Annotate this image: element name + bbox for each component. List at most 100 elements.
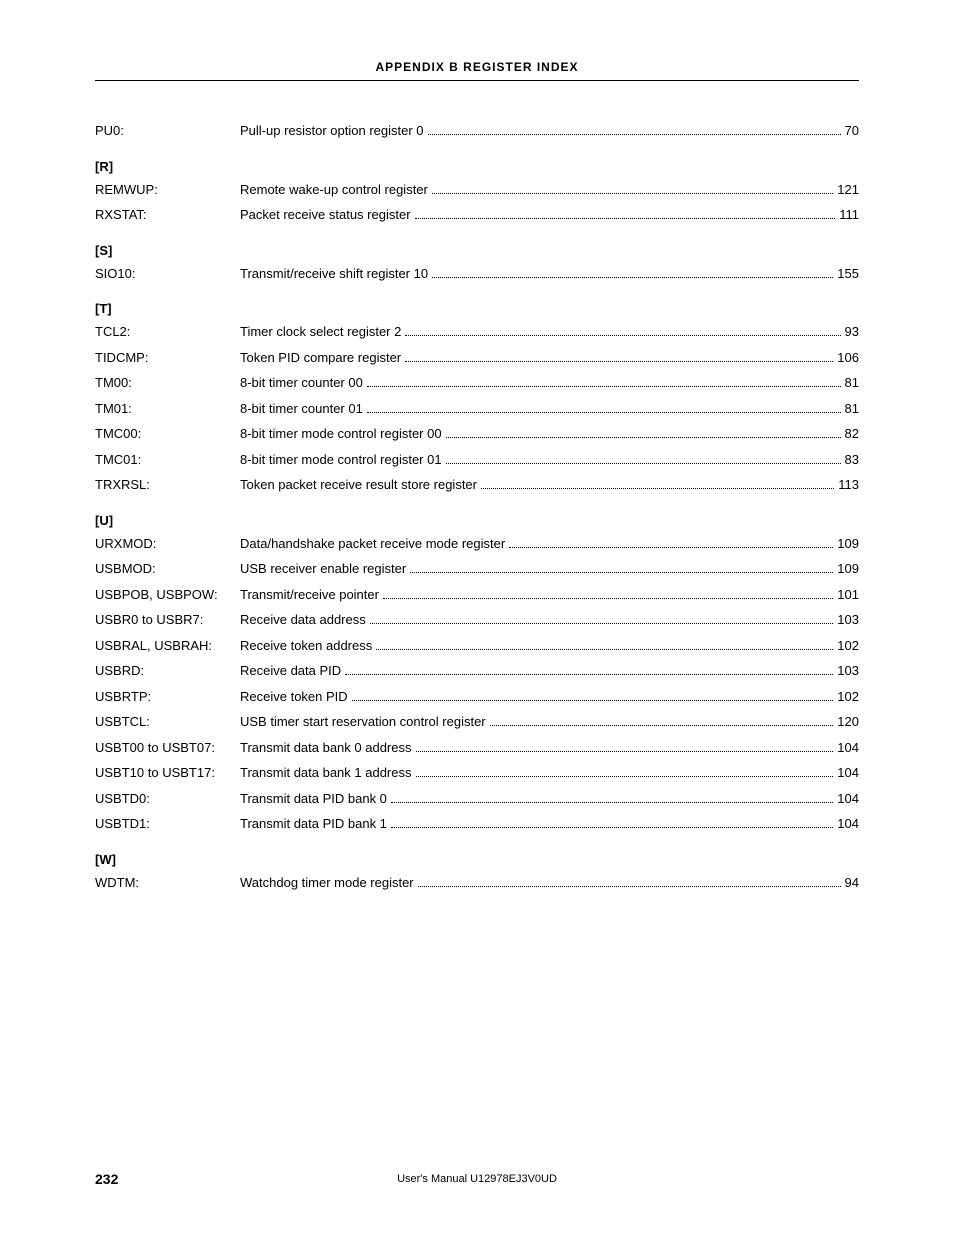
leader-dots xyxy=(352,700,834,701)
register-description: Watchdog timer mode register xyxy=(240,873,414,893)
leader-dots xyxy=(416,751,834,752)
index-row: TM01:8-bit timer counter 0181 xyxy=(95,399,859,419)
register-label: USBRTP: xyxy=(95,687,240,707)
page-number: 232 xyxy=(95,1171,240,1187)
index-row: USBRAL, USBRAH:Receive token address 102 xyxy=(95,636,859,656)
leader-dots xyxy=(405,335,840,336)
register-label: USBT10 to USBT17: xyxy=(95,763,240,783)
register-label: USBT00 to USBT07: xyxy=(95,738,240,758)
register-label: TMC01: xyxy=(95,450,240,470)
section-letter: [W] xyxy=(95,852,859,867)
leader-dots xyxy=(345,674,833,675)
page-reference: 93 xyxy=(845,322,859,342)
leader-dots xyxy=(367,386,841,387)
register-label: URXMOD: xyxy=(95,534,240,554)
index-row: USBRTP:Receive token PID 102 xyxy=(95,687,859,707)
page-reference: 102 xyxy=(837,687,859,707)
register-index-body: PU0:Pull-up resistor option register 0 70… xyxy=(95,121,859,892)
leader-dots xyxy=(410,572,833,573)
index-row: USBR0 to USBR7:Receive data address103 xyxy=(95,610,859,630)
leader-dots xyxy=(446,437,841,438)
page-reference: 155 xyxy=(837,264,859,284)
register-description: Pull-up resistor option register 0 xyxy=(240,121,424,141)
register-label: TRXRSL: xyxy=(95,475,240,495)
leader-dots xyxy=(481,488,834,489)
index-row: TRXRSL:Token packet receive result store… xyxy=(95,475,859,495)
register-label: USBTD1: xyxy=(95,814,240,834)
leader-dots xyxy=(432,277,833,278)
index-row: REMWUP:Remote wake-up control register 12… xyxy=(95,180,859,200)
index-row: RXSTAT:Packet receive status register 111 xyxy=(95,205,859,225)
register-label: REMWUP: xyxy=(95,180,240,200)
register-description: 8-bit timer counter 01 xyxy=(240,399,363,419)
index-row: USBT10 to USBT17:Transmit data bank 1 ad… xyxy=(95,763,859,783)
register-description: Token packet receive result store regist… xyxy=(240,475,477,495)
index-row: USBMOD:USB receiver enable register 109 xyxy=(95,559,859,579)
leader-dots xyxy=(428,134,841,135)
register-description: Transmit/receive shift register 10 xyxy=(240,264,428,284)
index-row: USBT00 to USBT07:Transmit data bank 0 ad… xyxy=(95,738,859,758)
index-row: USBTD0:Transmit data PID bank 0 104 xyxy=(95,789,859,809)
index-row: TM00:8-bit timer counter 0081 xyxy=(95,373,859,393)
page-reference: 104 xyxy=(837,814,859,834)
register-label: TIDCMP: xyxy=(95,348,240,368)
register-label: USBPOB, USBPOW: xyxy=(95,585,240,605)
page-reference: 102 xyxy=(837,636,859,656)
register-description: 8-bit timer counter 00 xyxy=(240,373,363,393)
register-description: Transmit data PID bank 0 xyxy=(240,789,387,809)
register-label: SIO10: xyxy=(95,264,240,284)
page-reference: 81 xyxy=(845,399,859,419)
register-label: USBTD0: xyxy=(95,789,240,809)
register-label: TM00: xyxy=(95,373,240,393)
index-row: TCL2:Timer clock select register 2 93 xyxy=(95,322,859,342)
register-description: 8-bit timer mode control register 00 xyxy=(240,424,442,444)
register-label: USBR0 to USBR7: xyxy=(95,610,240,630)
leader-dots xyxy=(391,827,833,828)
register-label: RXSTAT: xyxy=(95,205,240,225)
page-reference: 109 xyxy=(837,534,859,554)
register-description: Receive token PID xyxy=(240,687,348,707)
page-reference: 111 xyxy=(839,205,859,225)
page-reference: 83 xyxy=(845,450,859,470)
page-reference: 101 xyxy=(837,585,859,605)
page-content: APPENDIX B REGISTER INDEX PU0:Pull-up re… xyxy=(0,0,954,892)
index-row: WDTM:Watchdog timer mode register94 xyxy=(95,873,859,893)
register-label: PU0: xyxy=(95,121,240,141)
register-description: Receive token address xyxy=(240,636,372,656)
page-reference: 104 xyxy=(837,789,859,809)
register-label: USBRD: xyxy=(95,661,240,681)
register-description: Timer clock select register 2 xyxy=(240,322,401,342)
page-reference: 106 xyxy=(837,348,859,368)
register-label: TCL2: xyxy=(95,322,240,342)
page-reference: 109 xyxy=(837,559,859,579)
page-reference: 113 xyxy=(838,475,859,495)
leader-dots xyxy=(418,886,841,887)
page-reference: 121 xyxy=(837,180,859,200)
leader-dots xyxy=(490,725,834,726)
section-letter: [U] xyxy=(95,513,859,528)
index-row: USBPOB, USBPOW:Transmit/receive pointer1… xyxy=(95,585,859,605)
leader-dots xyxy=(376,649,833,650)
index-row: USBTD1:Transmit data PID bank 1104 xyxy=(95,814,859,834)
page-reference: 120 xyxy=(837,712,859,732)
register-label: USBMOD: xyxy=(95,559,240,579)
page-reference: 70 xyxy=(845,121,859,141)
register-description: Remote wake-up control register xyxy=(240,180,428,200)
leader-dots xyxy=(415,218,836,219)
leader-dots xyxy=(416,776,834,777)
leader-dots xyxy=(370,623,834,624)
section-letter: [R] xyxy=(95,159,859,174)
register-label: USBRAL, USBRAH: xyxy=(95,636,240,656)
register-label: USBTCL: xyxy=(95,712,240,732)
register-description: 8-bit timer mode control register 01 xyxy=(240,450,442,470)
register-description: USB receiver enable register xyxy=(240,559,406,579)
section-letter: [T] xyxy=(95,301,859,316)
page-reference: 82 xyxy=(845,424,859,444)
register-description: Packet receive status register xyxy=(240,205,411,225)
index-row: URXMOD:Data/handshake packet receive mod… xyxy=(95,534,859,554)
register-description: Data/handshake packet receive mode regis… xyxy=(240,534,505,554)
document-id: User's Manual U12978EJ3V0UD xyxy=(240,1173,714,1185)
index-row: TIDCMP:Token PID compare register106 xyxy=(95,348,859,368)
register-description: Receive data address xyxy=(240,610,366,630)
register-label: TMC00: xyxy=(95,424,240,444)
